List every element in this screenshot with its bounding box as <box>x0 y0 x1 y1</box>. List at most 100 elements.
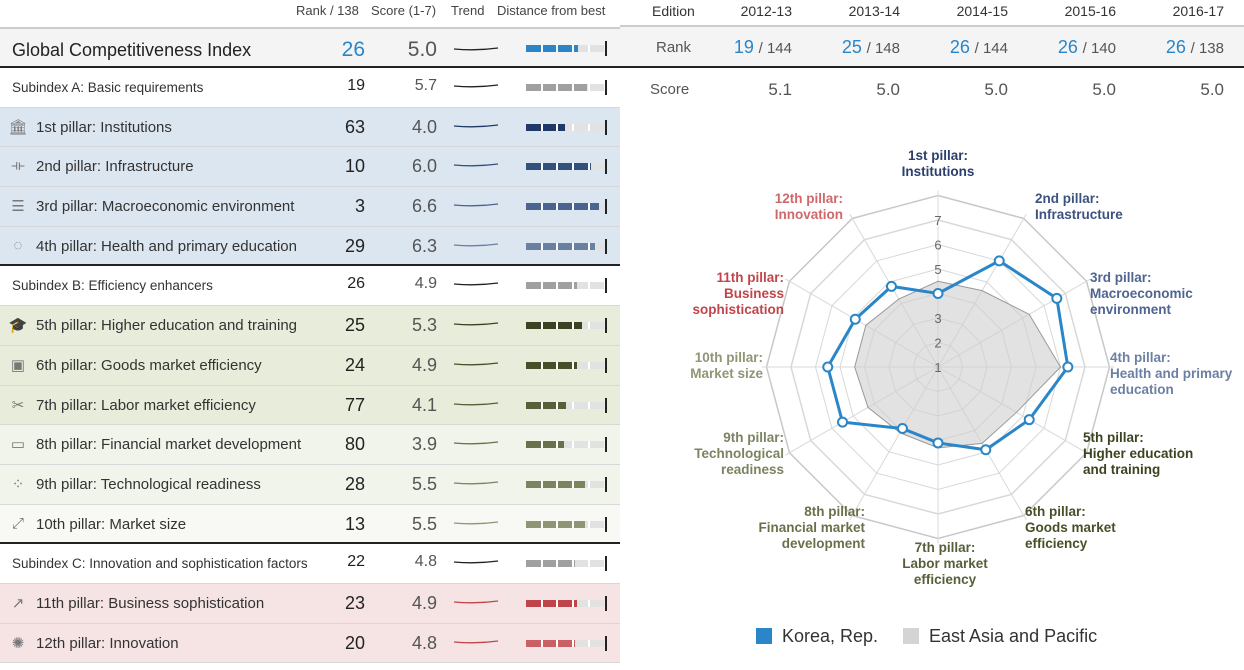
pillar-row[interactable]: ⁘ 9th pillar: Technological readiness 28 5.… <box>0 464 620 505</box>
axis-label-line: 11th pillar: <box>716 270 784 285</box>
row-rank: 26 <box>341 38 365 61</box>
edition-year: 2012-13 <box>740 3 792 19</box>
trend-sparkline <box>453 639 499 644</box>
distance-from-best-bar <box>526 119 607 135</box>
row-label: 2nd pillar: Infrastructure <box>36 158 194 176</box>
row-rank: 22 <box>347 553 365 571</box>
pillar-row[interactable]: ☰ 3rd pillar: Macroeconomic environment 3 6… <box>0 187 620 227</box>
row-score: 6.6 <box>411 196 437 217</box>
row-rank: 19 <box>347 77 365 94</box>
distance-from-best-bar <box>526 516 607 532</box>
row-score: 5.7 <box>414 77 437 94</box>
axis-label-line: 9th pillar: <box>723 430 784 445</box>
axis-label: 3rd pillar: Macroeconomic environment <box>1090 270 1193 317</box>
row-label: 6th pillar: Goods market efficiency <box>36 356 262 374</box>
axis-label: 2nd pillar: Infrastructure <box>1035 191 1123 222</box>
korea-point <box>932 437 944 449</box>
rank-header: Rank / 138 <box>296 3 359 18</box>
axis-label-line: Innovation <box>775 207 843 222</box>
pillar-row[interactable]: ↗ 11th pillar: Business sophistication 23 4… <box>0 583 620 624</box>
row-score: 5.3 <box>411 315 437 336</box>
trend-sparkline <box>453 322 499 326</box>
row-score: 3.9 <box>411 434 437 455</box>
distance-from-best-bar <box>526 159 607 175</box>
trend-header: Trend <box>451 3 485 18</box>
trend-sparkline <box>453 560 499 564</box>
trend-sparkline <box>453 441 499 445</box>
legend-label-region: East Asia and Pacific <box>929 626 1098 646</box>
building-icon: 🏛 <box>8 118 28 136</box>
axis-tick-label: 2 <box>934 336 941 351</box>
axis-label: 5th pillar: Higher education and training <box>1083 430 1193 477</box>
subindex-row[interactable]: Subindex B: Efficiency enhancers 26 4.9 <box>0 266 620 307</box>
row-score: 4.9 <box>411 354 437 375</box>
row-score: 4.9 <box>414 275 437 293</box>
edition-rank-value: 19 <box>733 37 754 57</box>
table-header: Rank / 138 Score (1-7) Trend Distance fr… <box>0 0 620 27</box>
korea-point <box>1062 361 1074 373</box>
edition-year: 2014-15 <box>956 3 1008 19</box>
korea-point <box>837 416 849 428</box>
axis-label-line: environment <box>1090 302 1172 317</box>
row-label: Subindex A: Basic requirements <box>12 80 204 95</box>
pillar-row[interactable]: ⟛ 2nd pillar: Infrastructure 10 6.0 <box>0 147 620 188</box>
row-label: 9th pillar: Technological readiness <box>36 475 261 493</box>
axis-label-line: and training <box>1083 462 1160 477</box>
gci-row[interactable]: Global Competitiveness Index 26 5.0 <box>0 27 620 68</box>
edition-rank: 25 / 148 <box>800 37 900 58</box>
circuit-icon: ⁘ <box>11 475 25 493</box>
axis-label-line: Market size <box>690 366 763 381</box>
trend-sparkline <box>453 124 499 128</box>
axis-label: 10th pillar: Market size <box>690 350 763 381</box>
axis-label-line: 4th pillar: <box>1110 350 1171 365</box>
axis-label-line: Labor market <box>902 556 988 571</box>
axis-label-line: efficiency <box>1025 536 1088 551</box>
graduation-cap-icon: 🎓 <box>8 317 28 335</box>
axis-label-line: 6th pillar: <box>1025 504 1086 519</box>
row-label: Subindex C: Innovation and sophisticatio… <box>12 556 308 572</box>
lightbulb-icon: ✺ <box>11 634 25 652</box>
axis-label-line: 3rd pillar: <box>1090 270 1152 285</box>
subindex-row[interactable]: Subindex A: Basic requirements 19 5.7 <box>0 68 620 108</box>
pillar-row[interactable]: ▣ 6th pillar: Goods market efficiency 24 4.… <box>0 345 620 386</box>
edition-year: 2015-16 <box>1064 3 1116 19</box>
row-label: 1st pillar: Institutions <box>36 118 172 136</box>
edition-rank-total: / 148 <box>866 40 900 57</box>
edition-rank: 26 / 144 <box>908 37 1008 58</box>
axis-label: 4th pillar: Health and primary education <box>1110 350 1233 397</box>
bank-card-icon: ▭ <box>10 436 26 454</box>
legend-region: East Asia and Pacific <box>903 626 1097 647</box>
row-label: 5th pillar: Higher education and trainin… <box>36 317 297 335</box>
row-label: 4th pillar: Health and primary education <box>36 237 297 255</box>
pillar-row[interactable]: ▭ 8th pillar: Financial market developmen… <box>0 425 620 465</box>
edition-rank: 26 / 140 <box>1016 37 1116 58</box>
legend-korea: Korea, Rep. <box>756 626 878 647</box>
edition-header-row: Edition <box>620 0 1244 27</box>
pillar-row[interactable]: 🏛 1st pillar: Institutions 63 4.0 <box>0 107 620 148</box>
edition-year: 2016-17 <box>1172 3 1224 19</box>
score-row-label: Score <box>650 81 690 98</box>
axis-label-line: 2nd pillar: <box>1035 191 1100 206</box>
axis-tick-label: 6 <box>934 238 941 253</box>
pillar-row[interactable]: ⤢ 10th pillar: Market size 13 5.5 <box>0 504 620 545</box>
trend-sparkline <box>453 362 499 366</box>
trend-sparkline <box>453 47 499 51</box>
pillar-row[interactable]: 🎓 5th pillar: Higher education and traini… <box>0 306 620 346</box>
axis-label-line: 1st pillar: <box>908 148 968 163</box>
row-score: 5.5 <box>411 513 437 534</box>
korea-point <box>822 361 834 373</box>
pillar-row[interactable]: ◌ 4th pillar: Health and primary educatio… <box>0 226 620 267</box>
row-rank: 25 <box>344 315 365 336</box>
row-score: 5.0 <box>407 38 437 61</box>
korea-point <box>849 313 861 325</box>
edition-score: 5.1 <box>768 80 792 99</box>
edition-score: 5.0 <box>1200 80 1224 99</box>
row-rank: 3 <box>354 196 365 217</box>
box-icon: ▣ <box>10 356 26 374</box>
axis-label: 9th pillar: Technological readiness <box>694 430 784 477</box>
edition-rank-total: / 138 <box>1190 40 1224 57</box>
korea-point <box>885 280 897 292</box>
subindex-row[interactable]: Subindex C: Innovation and sophisticatio… <box>0 544 620 584</box>
pillar-row[interactable]: ✂ 7th pillar: Labor market efficiency 77 4.… <box>0 385 620 426</box>
pillar-row[interactable]: ✺ 12th pillar: Innovation 20 4.8 <box>0 623 620 664</box>
